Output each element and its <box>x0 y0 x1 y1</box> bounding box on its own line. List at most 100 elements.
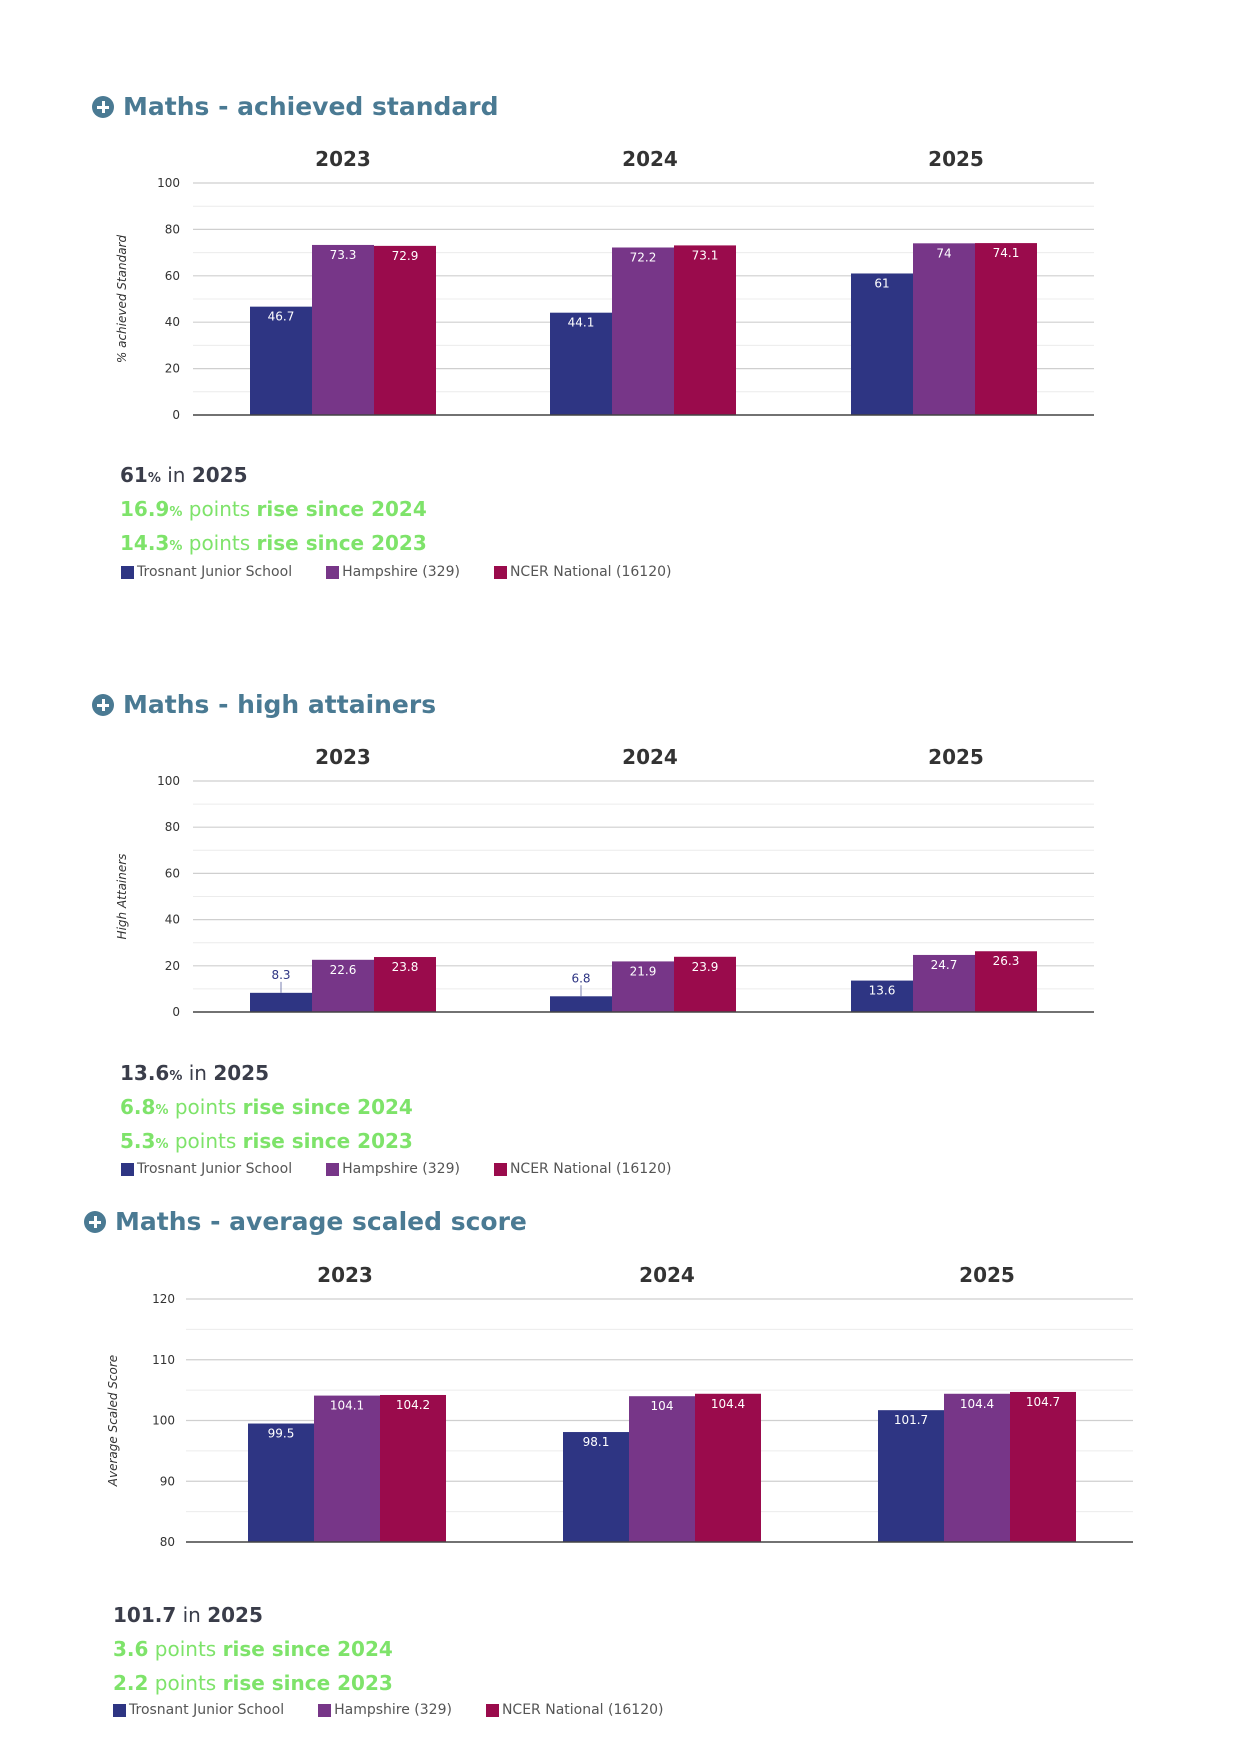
bar <box>674 245 736 415</box>
legend-item-hampshire: Hampshire (329) <box>318 1702 452 1718</box>
y-tick-label: 0 <box>172 408 180 422</box>
legend-swatch <box>113 1703 126 1717</box>
bar <box>248 1423 314 1542</box>
group-year-label: 2023 <box>315 745 371 769</box>
bar <box>944 1393 1010 1542</box>
bar <box>612 961 674 1012</box>
stat-rise-since-2024: 16.9% points rise since 2024 <box>120 497 427 521</box>
bar <box>913 243 975 415</box>
group-year-label: 2024 <box>622 745 678 769</box>
legend-swatch <box>121 1162 134 1176</box>
y-tick-label: 120 <box>152 1292 175 1306</box>
bar <box>695 1393 761 1542</box>
data-label: 8.3 <box>271 968 290 982</box>
y-tick-label: 100 <box>157 176 180 190</box>
data-label: 23.8 <box>392 960 419 974</box>
data-label: 72.9 <box>392 249 419 263</box>
y-tick-label: 20 <box>165 959 180 973</box>
y-axis-title: Average Scaled Score <box>106 1355 120 1487</box>
legend-item-school: Trosnant Junior School <box>121 1161 292 1177</box>
legend-swatch <box>326 565 340 579</box>
legend-item-school: Trosnant Junior School <box>121 564 292 580</box>
data-label: 99.5 <box>268 1427 295 1441</box>
expand-plus-icon[interactable] <box>92 95 114 118</box>
stat-current: 13.6% in 2025 <box>120 1061 270 1085</box>
section-title-high-attainers[interactable]: Maths - high attainers <box>92 690 436 719</box>
data-label: 104.2 <box>396 1398 430 1412</box>
y-tick-label: 0 <box>172 1005 180 1019</box>
group-year-label: 2025 <box>928 147 984 171</box>
data-label: 73.3 <box>330 248 357 262</box>
bar <box>913 954 975 1012</box>
legend-item-school: Trosnant Junior School <box>113 1702 284 1718</box>
data-label: 24.7 <box>931 958 958 972</box>
bar <box>1010 1391 1076 1542</box>
legend-swatch <box>318 1703 332 1717</box>
chart-legend: Trosnant Junior School Hampshire (329) N… <box>121 1161 671 1177</box>
legend-swatch <box>326 1162 340 1176</box>
legend-item-national: NCER National (16120) <box>493 1161 671 1177</box>
stat-rise-since-2024: 3.6 points rise since 2024 <box>113 1637 393 1661</box>
legend-item-national: NCER National (16120) <box>493 564 671 580</box>
bar <box>550 312 612 415</box>
bar <box>314 1395 380 1542</box>
data-label: 74 <box>936 246 951 260</box>
expand-plus-icon[interactable] <box>84 1210 106 1233</box>
y-tick-label: 100 <box>152 1414 175 1428</box>
y-tick-label: 40 <box>165 315 180 329</box>
bar <box>975 951 1037 1012</box>
data-label: 26.3 <box>993 954 1020 968</box>
y-tick-label: 110 <box>152 1353 175 1367</box>
bar <box>851 980 913 1012</box>
group-year-label: 2023 <box>315 147 371 171</box>
stat-rise-since-2023: 5.3% points rise since 2023 <box>120 1129 413 1153</box>
bar-chart-average-scaled-score: 80 90 100 110 120 Average Scaled Score 2023 202… <box>106 1263 1133 1549</box>
y-axis-title: % achieved Standard <box>115 235 129 364</box>
stat-rise-since-2023: 2.2 points rise since 2023 <box>113 1671 393 1695</box>
section-title-achieved-standard[interactable]: Maths - achieved standard <box>92 92 499 121</box>
legend-swatch <box>493 565 507 579</box>
stats-high-attainers: 13.6% in 2025 6.8% points rise since 202… <box>120 1056 413 1158</box>
bar <box>612 247 674 415</box>
y-tick-label: 100 <box>157 774 180 788</box>
bar-chart-achieved-standard: 0 20 40 60 80 100 % achieved Standard 2023 2024 2… <box>115 147 1094 422</box>
data-label: 61 <box>874 276 889 290</box>
group-year-label: 2025 <box>959 1263 1015 1287</box>
group-year-label: 2023 <box>317 1263 373 1287</box>
group-year-label: 2025 <box>928 745 984 769</box>
y-tick-label: 60 <box>165 866 180 880</box>
stat-rise-since-2024: 6.8% points rise since 2024 <box>120 1095 413 1119</box>
section-title-average-scaled-score[interactable]: Maths - average scaled score <box>84 1207 527 1236</box>
data-label: 46.7 <box>268 310 295 324</box>
bar <box>250 306 312 415</box>
stat-rise-since-2023: 14.3% points rise since 2023 <box>120 531 427 555</box>
legend-item-national: NCER National (16120) <box>485 1702 663 1718</box>
y-tick-label: 80 <box>165 820 180 834</box>
legend-swatch <box>121 565 134 579</box>
data-label: 73.1 <box>692 248 719 262</box>
data-label: 104.7 <box>1026 1395 1060 1409</box>
bar <box>629 1396 695 1542</box>
expand-plus-icon[interactable] <box>92 693 114 716</box>
data-label: 23.9 <box>692 960 719 974</box>
bar <box>250 992 312 1012</box>
stats-achieved-standard: 61% in 2025 16.9% points rise since 2024… <box>120 458 427 560</box>
y-tick-label: 90 <box>160 1474 175 1488</box>
bar <box>312 244 374 415</box>
group-year-label: 2024 <box>639 1263 695 1287</box>
data-label: 104 <box>651 1399 674 1413</box>
bar <box>563 1432 629 1542</box>
chart-legend: Trosnant Junior School Hampshire (329) N… <box>121 564 671 580</box>
bar <box>380 1394 446 1542</box>
bar <box>312 959 374 1012</box>
stat-current: 101.7 in 2025 <box>113 1603 263 1627</box>
section-title-text: Maths - achieved standard <box>123 92 499 121</box>
bar <box>878 1410 944 1542</box>
y-tick-label: 20 <box>165 362 180 376</box>
data-label: 104.1 <box>330 1399 364 1413</box>
data-label: 98.1 <box>583 1435 610 1449</box>
legend-swatch <box>493 1162 507 1176</box>
bar <box>374 245 436 415</box>
bar-chart-high-attainers: 0 20 40 60 80 100 High Attainers 2023 2024 2025 8.… <box>115 745 1094 1019</box>
data-label: 101.7 <box>894 1413 928 1427</box>
